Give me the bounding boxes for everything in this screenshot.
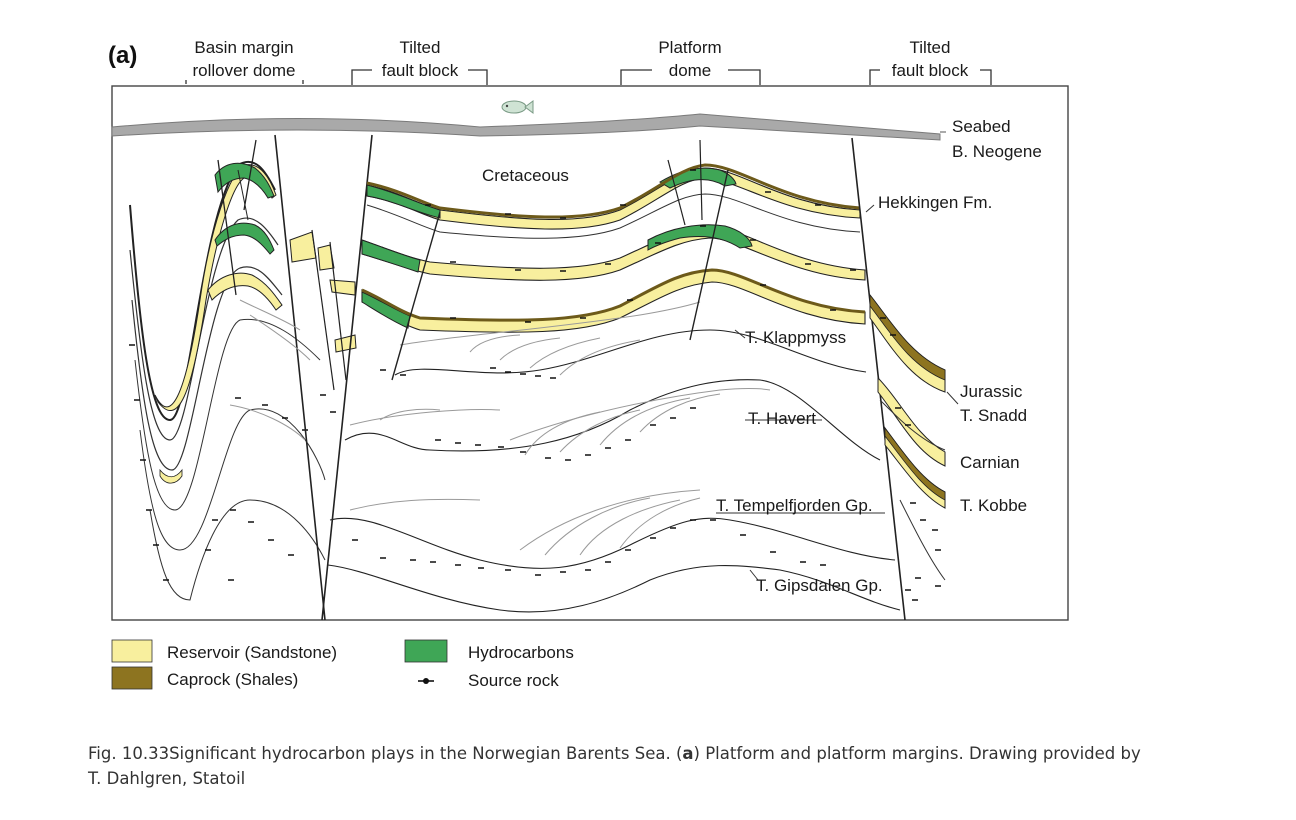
right-fault-block <box>869 293 946 601</box>
snadd-leader <box>946 391 959 405</box>
top-label-basin-margin-line2: rollover dome <box>193 61 296 80</box>
caption-bold: a <box>682 744 694 763</box>
top-label-platform-dome: Platform dome <box>620 38 761 85</box>
fish-icon <box>501 100 534 114</box>
top-label-platform-line1: Platform <box>658 38 721 57</box>
source-rock-icon <box>418 678 434 684</box>
klappmyss-leader <box>734 329 746 339</box>
fault-2 <box>321 134 373 621</box>
label-hekkingen: Hekkingen Fm. <box>878 193 992 212</box>
basin-margin-structure <box>129 139 336 601</box>
label-klappmyss: T. Klappmyss <box>745 328 846 347</box>
label-carnian: Carnian <box>960 453 1020 472</box>
bracket-platform <box>620 69 761 85</box>
hekkingen-leader <box>865 204 875 213</box>
seabed-layer <box>111 113 941 141</box>
legend-swatch-reservoir <box>111 639 153 663</box>
top-label-basin-margin-line1: Basin margin <box>194 38 293 57</box>
top-label-tilted-2-line1: Tilted <box>910 38 951 57</box>
small-fault-blocks <box>289 229 357 391</box>
legend: Reservoir (Sandstone) Caprock (Shales) H… <box>111 639 574 690</box>
top-label-tilted-fault-block-1: Tilted fault block <box>351 38 488 85</box>
label-tempelfjorden: T. Tempelfjorden Gp. <box>716 496 873 515</box>
label-snadd: T. Snadd <box>960 406 1027 425</box>
top-label-tilted-2-line2: fault block <box>892 61 969 80</box>
legend-swatch-hydrocarbons <box>404 639 448 663</box>
label-cretaceous: Cretaceous <box>482 166 569 185</box>
fault-1 <box>274 134 326 621</box>
legend-swatch-caprock <box>111 666 153 690</box>
label-kobbe: T. Kobbe <box>960 496 1027 515</box>
label-seabed: Seabed <box>952 117 1011 136</box>
caption-line2: T. Dahlgren, Statoil <box>88 769 246 788</box>
top-label-tilted-1-line2: fault block <box>382 61 459 80</box>
bracket-tilted-1 <box>351 69 488 85</box>
bracket-tilted-2 <box>869 69 992 85</box>
label-neogene: B. Neogene <box>952 142 1042 161</box>
top-label-tilted-1-line1: Tilted <box>400 38 441 57</box>
gipsdalen-leader <box>749 569 759 581</box>
label-jurassic: Jurassic <box>960 382 1023 401</box>
bracket-basin-margin <box>185 80 304 84</box>
caption-rest: ) Platform and platform margins. Drawing… <box>693 744 1141 763</box>
label-gipsdalen: T. Gipsdalen Gp. <box>756 576 883 595</box>
legend-label-reservoir: Reservoir (Sandstone) <box>167 643 337 662</box>
legend-label-hydrocarbons: Hydrocarbons <box>468 643 574 662</box>
label-havert: T. Havert <box>748 409 816 428</box>
top-label-tilted-fault-block-2: Tilted fault block <box>869 38 992 85</box>
legend-label-source-rock: Source rock <box>468 671 559 690</box>
platform-structure <box>229 139 901 613</box>
top-label-platform-line2: dome <box>669 61 712 80</box>
caption-prefix: Fig. 10.33Significant hydrocarbon plays … <box>88 744 683 763</box>
panel-label: (a) <box>108 42 137 69</box>
figure-caption: Fig. 10.33Significant hydrocarbon plays … <box>88 741 1248 791</box>
top-label-basin-margin: Basin margin rollover dome <box>185 38 304 84</box>
legend-label-caprock: Caprock (Shales) <box>167 670 298 689</box>
